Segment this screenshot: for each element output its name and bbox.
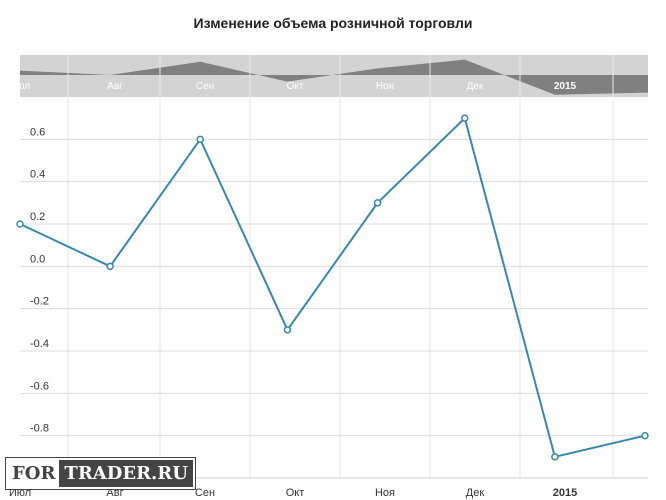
x-tick-label: Дек xyxy=(466,487,485,499)
y-tick-label: -0.8 xyxy=(30,423,49,435)
logo-part2: TRADER.RU xyxy=(59,460,193,487)
navigator-label: Июл xyxy=(10,81,30,92)
x-axis: Июл Авг Сен Окт Ноя Дек 2015 xyxy=(9,487,577,499)
x-tick-label: 2015 xyxy=(553,487,577,499)
y-tick-label: -0.6 xyxy=(30,380,49,392)
y-tick-label: -0.2 xyxy=(30,296,49,308)
navigator-label: 2015 xyxy=(554,81,577,92)
x-tick-label: Окт xyxy=(286,487,305,499)
y-tick-label: 0.6 xyxy=(30,126,45,138)
data-point[interactable] xyxy=(373,199,382,207)
y-tick-label: 0.4 xyxy=(30,169,45,181)
navigator-label: Дек xyxy=(467,81,484,92)
series-line xyxy=(16,114,649,461)
data-point[interactable] xyxy=(461,114,469,122)
navigator[interactable]: Июл Авг Сен Окт Ноя Дек 2015 xyxy=(10,55,648,97)
chart-title: Изменение объема розничной торговли xyxy=(194,15,473,31)
y-axis: 0.6 0.4 0.2 0.0 -0.2 -0.4 -0.6 -0.8 xyxy=(30,126,49,434)
x-tick-label: Авг xyxy=(106,487,123,499)
navigator-label: Авг xyxy=(107,81,123,92)
watermark-logo: FOR TRADER.RU xyxy=(5,457,196,490)
data-point[interactable] xyxy=(106,262,114,271)
navigator-label: Сен xyxy=(196,81,214,92)
x-tick-label: Ноя xyxy=(375,487,395,499)
logo-part1: FOR xyxy=(12,463,56,484)
x-tick-label: Сен xyxy=(195,487,215,499)
y-tick-label: 0.0 xyxy=(30,253,45,265)
data-point[interactable] xyxy=(16,220,24,228)
navigator-label: Окт xyxy=(287,81,304,92)
data-point[interactable] xyxy=(551,453,559,461)
y-tick-label: -0.4 xyxy=(30,338,49,350)
series-path xyxy=(19,116,646,459)
navigator-area xyxy=(20,59,648,95)
data-point[interactable] xyxy=(196,135,204,144)
data-point[interactable] xyxy=(283,326,292,334)
y-tick-label: 0.2 xyxy=(30,211,45,223)
data-point[interactable] xyxy=(641,431,649,440)
navigator-label: Ноя xyxy=(376,81,394,92)
grid xyxy=(20,97,648,479)
x-tick-label: Июл xyxy=(9,487,31,499)
